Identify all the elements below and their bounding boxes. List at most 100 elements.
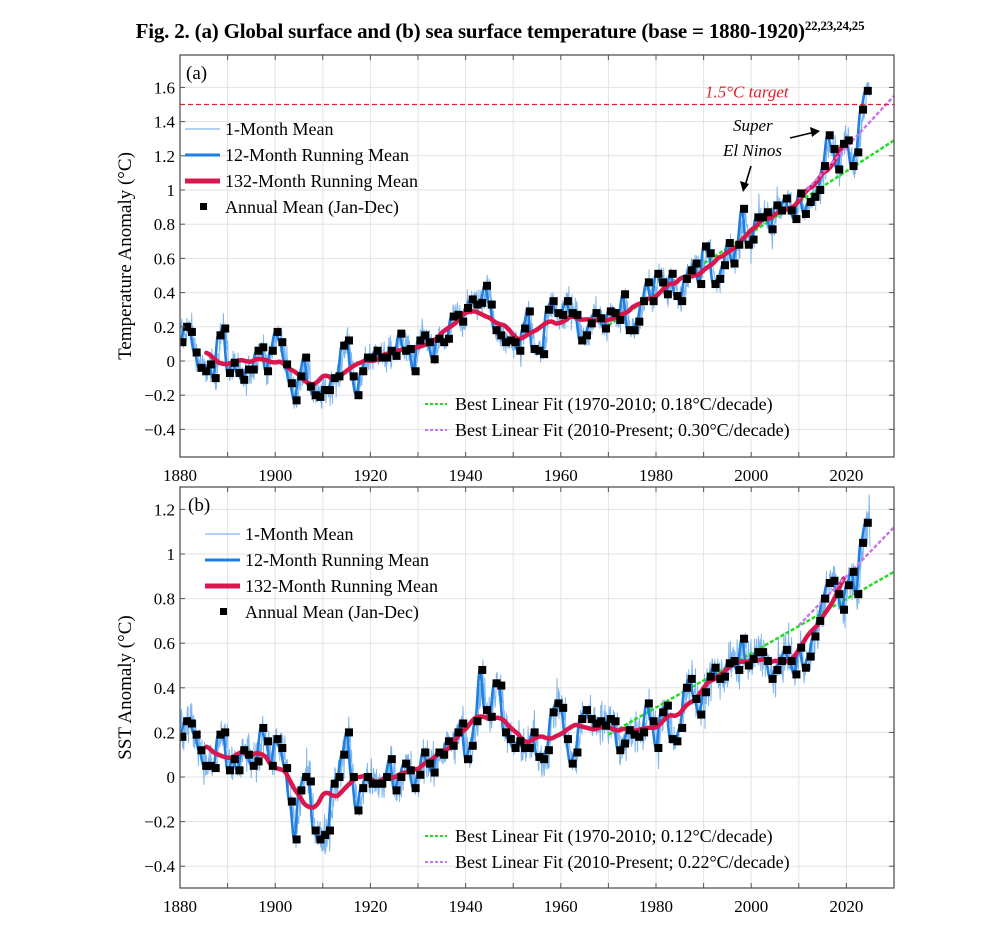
annual-mean-point	[192, 730, 201, 739]
annual-mean-point	[616, 315, 625, 324]
arrow-to-2016	[789, 131, 816, 139]
axes-frame	[179, 54, 895, 458]
annual-mean-point	[430, 355, 439, 364]
legend-item-annual: Annual Mean (Jan-Dec)	[220, 602, 419, 623]
annual-mean-point	[635, 317, 644, 326]
annual-mean-point	[225, 368, 234, 377]
annual-mean-point	[721, 261, 730, 270]
annual-mean-point	[706, 249, 715, 258]
annual-mean-point	[516, 737, 525, 746]
annual-mean-point	[387, 755, 396, 764]
annual-mean-point	[863, 86, 872, 95]
annual-mean-point	[863, 518, 872, 527]
annual-mean-point	[801, 663, 810, 672]
annual-mean-point	[506, 735, 515, 744]
fit-legend-label: Best Linear Fit (2010-Present; 0.22°C/de…	[455, 852, 790, 873]
annual-mean-point	[640, 728, 649, 737]
annual-mean-point	[773, 201, 782, 210]
plot-series	[180, 494, 894, 855]
annual-mean-point	[559, 703, 568, 712]
annual-mean-point	[302, 773, 311, 781]
y-tick-label: 1	[167, 181, 176, 200]
annual-mean-point	[468, 295, 477, 304]
annual-mean-point	[359, 784, 368, 793]
annual-mean-point	[592, 719, 601, 728]
annual-mean-point	[483, 706, 492, 715]
annual-mean-point	[663, 290, 672, 299]
figure-title-refs: 22,23,24,25	[804, 18, 865, 33]
annual-mean-point	[230, 755, 239, 764]
annual-mean-point	[425, 759, 434, 768]
annual-mean-point	[568, 759, 577, 768]
legend-item-running132: 132-Month Running Mean	[185, 171, 418, 191]
fit-legend-item-fit2: Best Linear Fit (2010-Present; 0.22°C/de…	[425, 852, 790, 873]
annual-mean-point	[473, 717, 482, 726]
annual-mean-point	[463, 303, 472, 312]
annual-mean-point	[245, 750, 254, 759]
annual-mean-point	[264, 737, 273, 746]
y-tick-label: 0.4	[154, 679, 176, 698]
annual-mean-point	[240, 746, 249, 755]
annual-mean-point	[278, 338, 287, 347]
annual-mean-point	[640, 297, 649, 306]
annual-mean-point	[563, 735, 572, 744]
annual-mean-point	[840, 139, 849, 148]
annual-mean-point	[701, 242, 710, 251]
annual-mean-point	[530, 345, 539, 354]
annual-mean-point	[687, 674, 696, 683]
annual-mean-point	[440, 750, 449, 759]
annual-mean-point	[440, 338, 449, 347]
annual-mean-point	[254, 757, 263, 766]
annual-mean-point	[644, 278, 653, 287]
fit-legend-item-fit2: Best Linear Fit (2010-Present; 0.30°C/de…	[425, 420, 790, 441]
annual-mean-point	[254, 346, 263, 355]
annual-mean-point	[292, 396, 301, 405]
annual-mean-point	[249, 365, 258, 374]
legend-label: 132-Month Running Mean	[245, 576, 438, 596]
annual-mean-point	[225, 766, 234, 775]
annual-mean-point	[364, 773, 373, 781]
annual-mean-point	[235, 368, 244, 377]
annual-mean-point	[302, 353, 311, 362]
annual-mean-point	[435, 748, 444, 757]
annual-mean-point	[801, 209, 810, 218]
annual-mean-point	[578, 715, 587, 724]
annual-mean-point	[563, 297, 572, 306]
legend-label: 1-Month Mean	[225, 119, 333, 139]
x-tick-label: 1980	[639, 466, 673, 485]
legend-swatch-annual	[200, 203, 207, 210]
annual-mean-point	[259, 723, 268, 732]
annual-mean-point	[187, 719, 196, 728]
annual-mean-point	[511, 338, 520, 347]
annual-mean-point	[335, 773, 344, 781]
annual-mean-point	[287, 797, 296, 806]
annual-mean-point	[278, 744, 287, 753]
annual-mean-point	[264, 367, 273, 376]
y-tick-label: −0.2	[144, 386, 175, 405]
annual-mean-point	[478, 298, 487, 307]
annual-mean-point	[206, 360, 215, 369]
annual-mean-point	[454, 728, 463, 737]
annual-mean-point	[659, 278, 668, 287]
annual-mean-point	[192, 348, 201, 357]
annotation-super: Super	[733, 116, 773, 135]
fit-legend-item-fit1: Best Linear Fit (1970-2010; 0.18°C/decad…	[425, 394, 773, 415]
annual-mean-point	[816, 616, 825, 625]
annual-mean-point	[625, 326, 634, 335]
annual-mean-point	[211, 764, 220, 773]
y-axis-label: SST Anomaly (°C)	[115, 615, 136, 760]
annual-mean-point	[468, 741, 477, 750]
y-tick-label: 0.8	[154, 590, 175, 609]
fit-legend: Best Linear Fit (1970-2010; 0.12°C/decad…	[425, 826, 790, 873]
y-tick-label: 0	[167, 352, 176, 371]
annual-mean-point	[573, 748, 582, 757]
annual-mean-point	[606, 715, 615, 724]
annual-mean-point	[778, 206, 787, 215]
annual-mean-point	[502, 338, 511, 347]
annual-mean-point	[268, 761, 277, 770]
annual-mean-point	[544, 305, 553, 314]
annual-mean-point	[744, 661, 753, 670]
annual-mean-point	[654, 744, 663, 753]
annual-mean-point	[521, 744, 530, 753]
